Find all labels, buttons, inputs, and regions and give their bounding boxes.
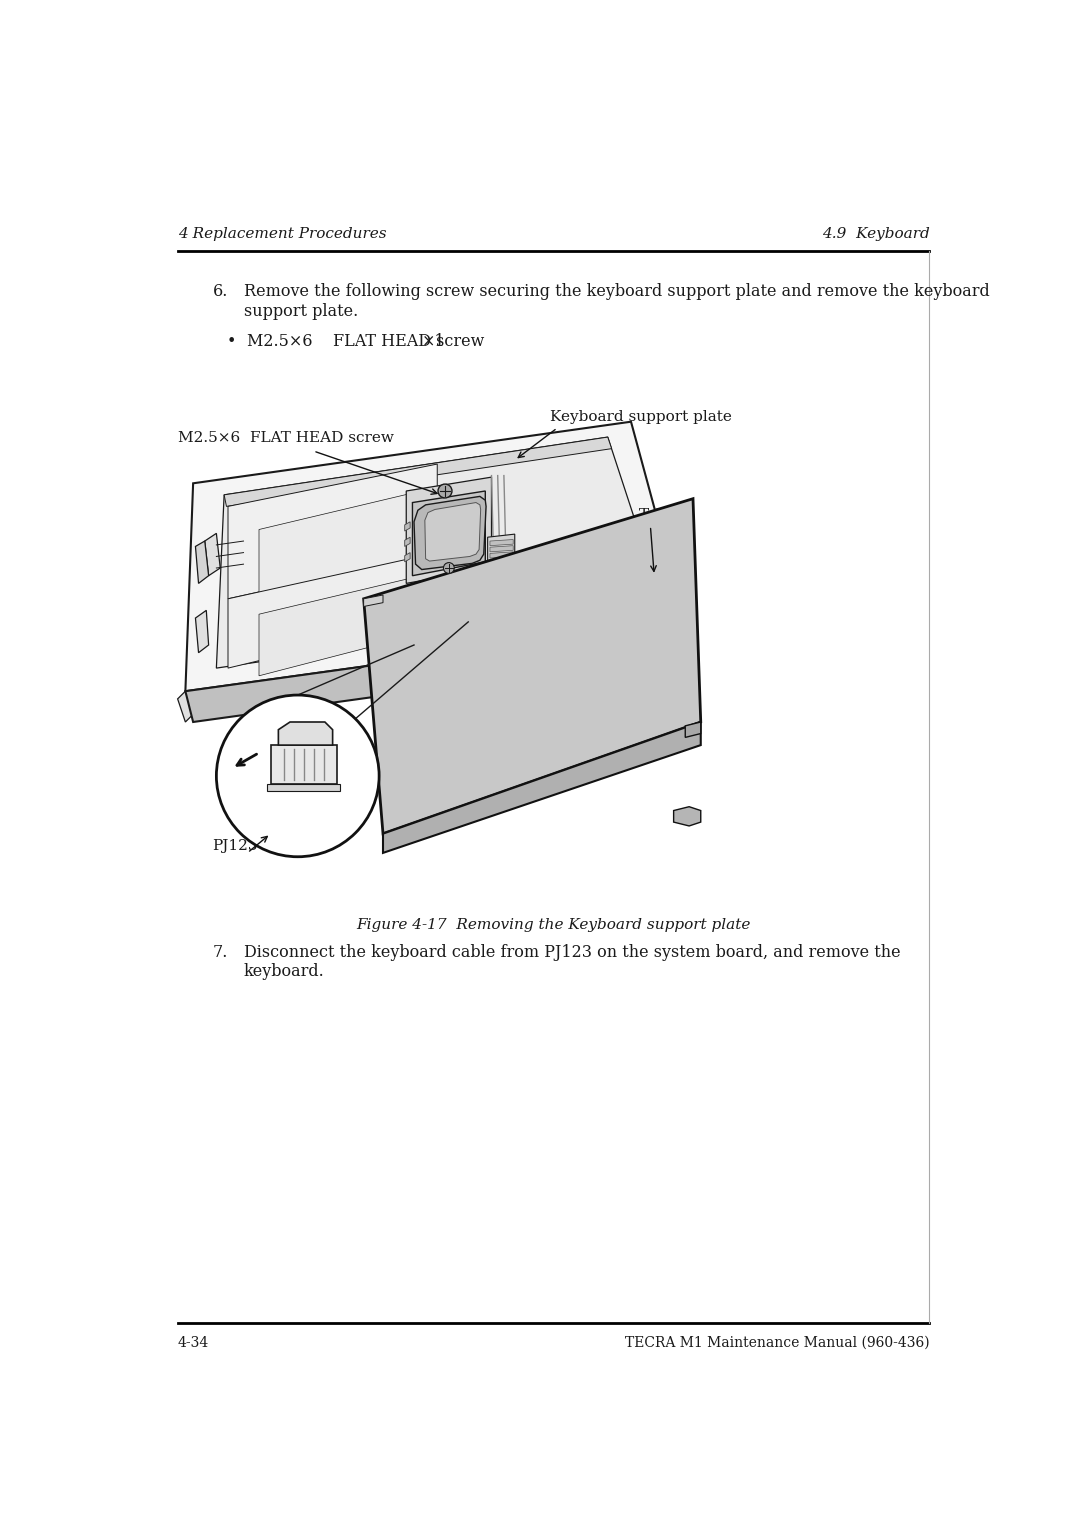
- Polygon shape: [267, 784, 340, 791]
- Text: Figure 4-17  Removing the Keyboard support plate: Figure 4-17 Removing the Keyboard suppor…: [356, 918, 751, 932]
- Text: PJ123: PJ123: [213, 839, 258, 852]
- Polygon shape: [440, 576, 453, 613]
- Text: TECRA M1 Maintenance Manual (960-436): TECRA M1 Maintenance Manual (960-436): [624, 1336, 930, 1350]
- Polygon shape: [488, 534, 515, 567]
- Text: •: •: [227, 332, 235, 351]
- Polygon shape: [490, 546, 513, 552]
- Polygon shape: [414, 497, 486, 569]
- Polygon shape: [259, 572, 437, 676]
- Polygon shape: [405, 552, 410, 561]
- Polygon shape: [259, 486, 437, 615]
- Circle shape: [444, 563, 455, 573]
- Polygon shape: [405, 522, 410, 531]
- Text: 6.: 6.: [213, 284, 228, 300]
- Polygon shape: [674, 807, 701, 827]
- Polygon shape: [406, 477, 491, 584]
- Polygon shape: [228, 552, 437, 668]
- Polygon shape: [424, 503, 481, 561]
- Text: Tabs: Tabs: [638, 508, 674, 522]
- Polygon shape: [195, 610, 208, 653]
- Polygon shape: [186, 422, 685, 691]
- Text: Keyboard support plate: Keyboard support plate: [550, 410, 731, 424]
- Text: 4 Replacement Procedures: 4 Replacement Procedures: [177, 227, 387, 241]
- Polygon shape: [383, 721, 701, 852]
- Polygon shape: [685, 721, 701, 738]
- Polygon shape: [225, 438, 611, 506]
- Polygon shape: [195, 541, 208, 584]
- Text: M2.5×6  FLAT HEAD screw: M2.5×6 FLAT HEAD screw: [177, 430, 393, 445]
- Text: 7.: 7.: [213, 944, 228, 961]
- Text: 4-34: 4-34: [177, 1336, 208, 1350]
- Polygon shape: [364, 499, 701, 834]
- Text: ×1: ×1: [422, 332, 445, 351]
- Circle shape: [216, 695, 379, 857]
- Polygon shape: [271, 746, 337, 784]
- Text: Remove the following screw securing the keyboard support plate and remove the ke: Remove the following screw securing the …: [243, 284, 989, 320]
- Polygon shape: [413, 491, 485, 576]
- Polygon shape: [186, 622, 693, 721]
- Text: 4.9  Keyboard: 4.9 Keyboard: [822, 227, 930, 241]
- Polygon shape: [279, 721, 333, 746]
- Polygon shape: [228, 464, 437, 599]
- Polygon shape: [405, 537, 410, 546]
- Text: M2.5×6    FLAT HEAD screw: M2.5×6 FLAT HEAD screw: [247, 332, 485, 351]
- Polygon shape: [205, 534, 220, 576]
- Polygon shape: [490, 540, 513, 546]
- Polygon shape: [216, 438, 662, 668]
- Polygon shape: [177, 691, 193, 721]
- Text: Disconnect the keyboard cable from PJ123 on the system board, and remove the
key: Disconnect the keyboard cable from PJ123…: [243, 944, 900, 981]
- Polygon shape: [490, 552, 513, 558]
- Polygon shape: [364, 595, 383, 607]
- Circle shape: [438, 483, 451, 499]
